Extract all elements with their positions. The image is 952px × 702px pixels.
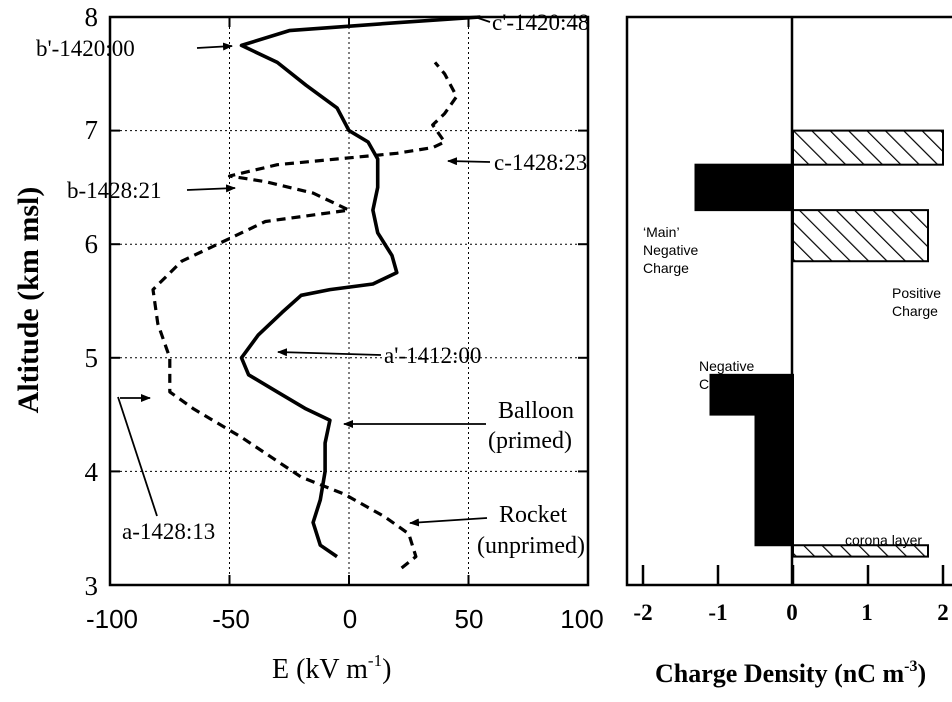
arrow-c — [447, 157, 491, 166]
arrow-rocket — [409, 517, 488, 527]
x-tick-label: 0 — [343, 604, 357, 634]
annotation-positive: Charge — [892, 303, 938, 319]
annotation-negative: Charge — [699, 376, 745, 392]
negative-charge-bar — [694, 163, 794, 212]
arrow-a-prime — [277, 348, 382, 357]
x-tick-label: -1 — [708, 600, 727, 625]
annotation-b-prime: b'-1420:00 — [36, 36, 135, 61]
annotation-main-negative: ‘Main’ — [643, 224, 680, 240]
positive-charge-bar — [792, 129, 944, 166]
y-tick-label: 6 — [85, 229, 99, 259]
charge-ticks — [641, 565, 945, 585]
negative-charge-bar — [754, 413, 794, 547]
annotation-a: a-1428:13 — [122, 519, 215, 544]
efield-grid — [110, 17, 588, 585]
charge-density-panel: -2 -1 0 1 2 Charge Density (nC m-3) ‘Mai… — [625, 15, 952, 688]
arrow-b — [186, 184, 236, 193]
annotation-balloon-primed: (primed) — [488, 428, 572, 454]
annotation-corona: corona layer — [845, 532, 922, 548]
y-axis-label: Altitude (km msl) — [12, 187, 45, 414]
x-tick-label: 2 — [937, 600, 949, 625]
negative-charge-bar — [709, 373, 794, 416]
annotation-main-negative: Charge — [643, 260, 689, 276]
efield-ticks — [109, 16, 589, 586]
y-tick-label: 3 — [85, 571, 99, 601]
arrow-b-prime — [196, 42, 233, 51]
annotation-negative: Negative — [699, 358, 754, 374]
efield-series — [151, 15, 481, 570]
x-tick-label: -2 — [633, 600, 652, 625]
annotation-a-prime: a'-1412:00 — [384, 343, 481, 368]
x-tick-label: 1 — [861, 600, 873, 625]
annotation-b: b-1428:21 — [67, 178, 162, 203]
x-axis-label: E (kV m-1) — [272, 651, 391, 685]
positive-charge-bar — [792, 544, 929, 558]
x-tick-label: 100 — [560, 604, 603, 634]
charge-axes-frame — [625, 15, 952, 587]
annotation-rocket: Rocket — [499, 502, 567, 528]
annotation-c: c-1428:23 — [494, 150, 587, 175]
x-tick-label: -50 — [212, 604, 250, 634]
annotation-c-prime: c'-1420:48 — [492, 10, 589, 35]
charge-bars — [694, 129, 944, 558]
x-tick-label: 0 — [786, 600, 798, 625]
annotation-rocket-unprimed: (unprimed) — [477, 533, 585, 559]
annotation-balloon: Balloon — [498, 398, 574, 424]
balloon-series-line — [239, 15, 481, 559]
arrow-c-prime — [477, 17, 491, 23]
annotation-main-negative: Negative — [643, 242, 698, 258]
x-axis-label: Charge Density (nC m-3) — [655, 658, 926, 688]
x-tick-label: -100 — [86, 604, 138, 634]
y-tick-label: 7 — [85, 115, 99, 145]
y-tick-label: 4 — [85, 457, 99, 487]
y-tick-label: 5 — [85, 343, 99, 373]
y-tick-label: 8 — [85, 2, 99, 32]
positive-charge-bar — [792, 209, 929, 263]
arrow-a — [117, 396, 158, 517]
rocket-series-line — [151, 61, 459, 570]
x-tick-label: 50 — [455, 604, 484, 634]
annotation-positive: Positive — [892, 285, 941, 301]
efield-panel: 3 4 5 6 7 8 -100 -50 0 50 100 E (kV m-1)… — [12, 2, 604, 685]
